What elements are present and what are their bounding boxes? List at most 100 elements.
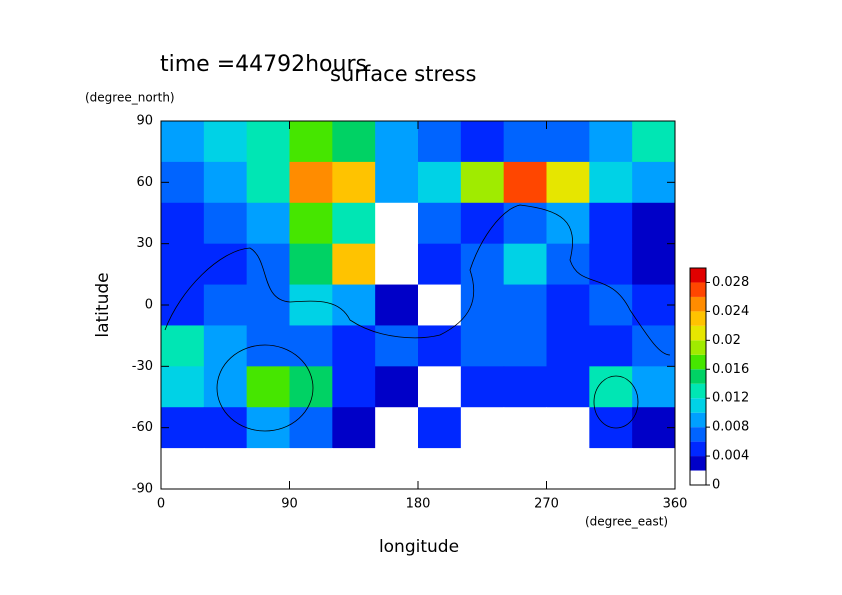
colorbar-band [690, 354, 706, 370]
colorbar-tick-label: 0.024 [712, 304, 749, 319]
colorbar-band [690, 383, 706, 399]
cell [503, 121, 547, 163]
y-tick-label: 90 [136, 114, 153, 129]
cell [632, 366, 676, 408]
colorbar-tick-label: 0.028 [712, 275, 749, 290]
field [161, 121, 676, 490]
cell [246, 366, 290, 408]
cell [418, 284, 462, 326]
cell [546, 448, 590, 490]
cell [161, 325, 205, 367]
cell [418, 121, 462, 163]
colorbar-band [690, 311, 706, 326]
subtitle: time =44792hours [160, 52, 367, 77]
cell [375, 284, 419, 326]
x-tick-label: 90 [281, 497, 298, 512]
cell [332, 325, 376, 367]
cell [289, 448, 333, 490]
cell [246, 284, 290, 326]
cell [203, 121, 248, 163]
cell [332, 121, 376, 163]
cell [460, 161, 505, 204]
cell [503, 202, 547, 245]
cell [332, 448, 376, 490]
cell [503, 448, 547, 490]
colorbar-tick-label: 0.016 [712, 362, 749, 377]
y-tick-label: 60 [136, 175, 153, 190]
cell [460, 202, 505, 245]
cell [589, 161, 633, 204]
cell [161, 243, 205, 286]
colorbar-band [690, 412, 706, 428]
cell [460, 325, 505, 367]
cell [546, 202, 590, 245]
y-tick-label: -90 [132, 482, 153, 497]
cell [546, 284, 590, 326]
cell [203, 325, 248, 367]
cell [589, 202, 633, 245]
colorbar-band [690, 470, 706, 485]
cell [332, 284, 376, 326]
colorbar-frame [689, 267, 707, 486]
y-tick-label: -30 [132, 359, 153, 374]
cell [503, 407, 547, 449]
cell [289, 202, 333, 245]
colorbar-band [690, 282, 706, 297]
y-tick-label: 30 [136, 236, 153, 251]
cell [589, 121, 633, 163]
cell [203, 202, 248, 245]
cell [332, 243, 376, 286]
cell [546, 407, 590, 449]
cell [418, 448, 462, 490]
cell [418, 407, 462, 449]
cell [632, 243, 676, 286]
colorbar-band [690, 427, 706, 442]
cell [460, 121, 505, 163]
cell [503, 284, 547, 326]
cell [332, 407, 376, 449]
cell [375, 448, 419, 490]
x-tick-label: 0 [157, 497, 165, 512]
colorbar-band [690, 340, 706, 355]
coastlines [164, 204, 671, 432]
colorbar-band [690, 325, 706, 341]
cell [332, 202, 376, 245]
cell [589, 448, 633, 490]
cell [460, 366, 505, 408]
cell [332, 161, 376, 204]
cell [503, 325, 547, 367]
cell [503, 243, 547, 286]
cell [289, 121, 333, 163]
cell [632, 202, 676, 245]
cell [632, 448, 676, 490]
cell [246, 121, 290, 163]
colorbar-band [690, 268, 706, 283]
cell [460, 448, 505, 490]
cell [546, 243, 590, 286]
colorbar-band [690, 456, 706, 471]
cell [289, 161, 333, 204]
cell [375, 366, 419, 408]
cell [203, 161, 248, 204]
cell [161, 448, 205, 490]
cell [589, 325, 633, 367]
colorbar-band [690, 296, 706, 312]
cell [203, 407, 248, 449]
cell [289, 243, 333, 286]
x-axis-label: longitude [379, 537, 459, 557]
cell [546, 161, 590, 204]
cell [460, 243, 505, 286]
cell [546, 325, 590, 367]
cell [589, 366, 633, 408]
cell [289, 407, 333, 449]
cell [632, 121, 676, 163]
colorbar-tick-label: 0.02 [712, 333, 741, 348]
x-tick-label: 180 [406, 497, 431, 512]
x-tick-label: 270 [534, 497, 559, 512]
cell [289, 366, 333, 408]
cell [161, 202, 205, 245]
cell [546, 366, 590, 408]
cell [246, 202, 290, 245]
y-axis-label: latitude [93, 272, 113, 337]
